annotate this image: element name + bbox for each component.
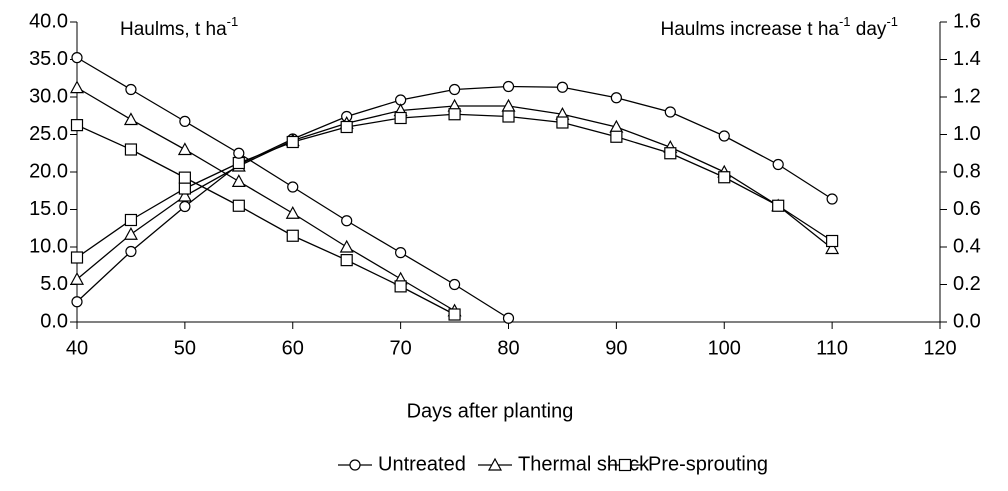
marker (341, 215, 353, 227)
marker (448, 278, 461, 291)
marker (772, 199, 785, 212)
y-tick-label: 35.0 (29, 48, 68, 70)
marker (178, 171, 191, 184)
marker (772, 158, 784, 171)
title-text: Haulms increase t ha (660, 19, 839, 40)
marker (233, 147, 245, 159)
legend-label: Pre-sprouting (648, 453, 768, 475)
marker (448, 308, 461, 321)
y2-tick-label: 0.8 (953, 160, 981, 182)
x-tick-label: 90 (605, 337, 627, 359)
marker (71, 52, 83, 64)
marker (69, 271, 85, 285)
y-tick-label: 30.0 (29, 85, 68, 107)
marker (179, 200, 191, 213)
x-tick-label: 50 (174, 337, 196, 359)
y2-axis-title: Haulms increase t ha-1 day-1 (660, 14, 898, 40)
x-tick-label: 120 (923, 337, 956, 359)
marker (178, 182, 191, 195)
marker (664, 147, 677, 160)
y-tick-label: 0.0 (40, 310, 68, 332)
y2-tick-label: 0.4 (953, 235, 981, 257)
marker (395, 247, 407, 259)
marker (718, 171, 731, 184)
marker (448, 83, 461, 96)
y2-tick-label: 1.2 (953, 85, 981, 107)
marker (340, 120, 353, 134)
title-text: Haulms, t ha (120, 19, 227, 40)
marker (340, 254, 353, 267)
x-axis-title: Days after planting (407, 400, 574, 422)
marker (123, 226, 138, 240)
marker (502, 80, 515, 93)
y2-tick-label: 1.0 (953, 123, 981, 145)
marker (502, 312, 515, 324)
marker (125, 245, 137, 258)
marker (556, 116, 569, 129)
marker (825, 241, 840, 255)
marker (177, 142, 192, 156)
marker (610, 92, 622, 104)
marker (556, 81, 569, 93)
marker (232, 156, 245, 170)
marker (664, 106, 676, 118)
marker (71, 296, 83, 308)
y-tick-label: 25.0 (29, 123, 68, 145)
y2-tick-label: 0.2 (953, 273, 981, 295)
marker (826, 193, 838, 205)
y-tick-label: 5.0 (40, 273, 68, 295)
y2-tick-label: 1.4 (953, 48, 981, 70)
marker (286, 229, 299, 242)
marker (124, 143, 138, 156)
marker (502, 110, 515, 123)
marker (394, 280, 407, 293)
marker (826, 234, 839, 248)
legend-marker (349, 459, 361, 471)
y2-tick-label: 0.6 (953, 198, 981, 220)
marker (232, 199, 245, 212)
legend-label: Untreated (378, 453, 466, 475)
y2-tick-label: 0.0 (953, 310, 981, 332)
marker (124, 213, 138, 227)
superscript: -1 (886, 14, 898, 29)
marker (179, 115, 191, 127)
x-tick-label: 40 (66, 337, 88, 359)
marker (125, 83, 137, 96)
y-tick-label: 20.0 (29, 160, 68, 182)
marker (339, 239, 354, 253)
marker (123, 112, 138, 126)
y-tick-label: 40.0 (29, 10, 68, 32)
series-line (76, 87, 455, 312)
y-axis-title: Haulms, t ha-1 (120, 14, 238, 40)
marker (287, 181, 299, 193)
x-tick-label: 60 (282, 337, 304, 359)
series-line (76, 124, 455, 316)
superscript: -1 (839, 14, 851, 29)
marker (177, 188, 192, 202)
marker (231, 174, 246, 187)
marker (610, 130, 623, 143)
marker (69, 80, 85, 94)
x-tick-label: 70 (390, 337, 412, 359)
marker (718, 130, 730, 142)
marker (394, 111, 407, 125)
x-tick-label: 100 (708, 337, 741, 359)
marker (285, 205, 300, 219)
marker (286, 135, 299, 149)
legend-marker (618, 458, 632, 472)
x-tick-label: 110 (816, 337, 848, 359)
marker (70, 119, 84, 132)
y-tick-label: 15.0 (29, 198, 68, 220)
legend-marker (487, 457, 503, 471)
x-tick-label: 80 (497, 337, 519, 359)
marker (448, 108, 461, 121)
marker (70, 251, 84, 264)
legend-label: Thermal shock (518, 453, 650, 475)
y-tick-label: 10.0 (29, 235, 68, 257)
title-text: day (851, 19, 887, 40)
superscript: -1 (227, 14, 239, 29)
y2-tick-label: 1.6 (953, 10, 981, 32)
